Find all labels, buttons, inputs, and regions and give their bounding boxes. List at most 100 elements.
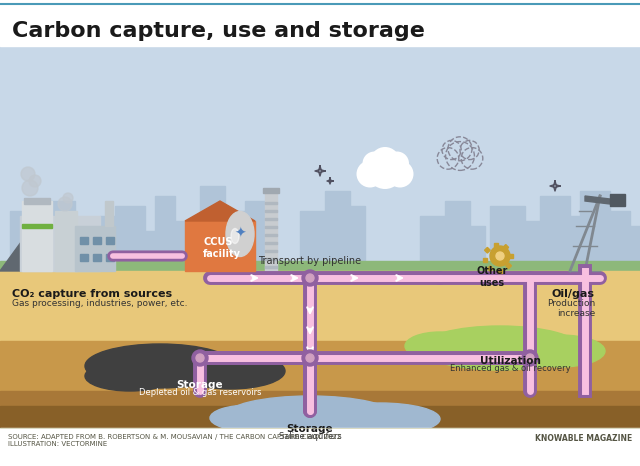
Bar [245, 201, 265, 271]
Bar [20, 216, 100, 271]
Bar [106, 237, 114, 244]
Bar [55, 211, 77, 271]
Text: Production
increase: Production increase [547, 299, 595, 318]
Bar [300, 211, 330, 271]
Text: Carbon capture, use and storage: Carbon capture, use and storage [12, 21, 425, 41]
Ellipse shape [405, 332, 475, 360]
Circle shape [21, 167, 35, 181]
Bar [610, 194, 625, 206]
Bar [0, 271, 640, 346]
Bar [265, 210, 277, 212]
Text: KNOWABLE MAGAZINE: KNOWABLE MAGAZINE [535, 434, 632, 443]
Circle shape [362, 151, 387, 176]
Bar [325, 191, 350, 271]
Circle shape [490, 246, 510, 266]
Bar [265, 202, 277, 204]
Bar [498, 269, 502, 273]
Text: SOURCE: ADAPTED FROM B. ROBERTSON & M. MOUSAVIAN / THE CARBON CAPTURE CRUX 2022
: SOURCE: ADAPTED FROM B. ROBERTSON & M. M… [8, 434, 341, 447]
Polygon shape [185, 201, 255, 221]
Text: Gas processing, industries, power, etc.: Gas processing, industries, power, etc. [12, 299, 188, 308]
Bar [22, 201, 52, 271]
Bar [24, 198, 50, 204]
Bar [75, 226, 115, 271]
Bar [565, 216, 585, 271]
Circle shape [302, 270, 318, 286]
Bar [0, 41, 640, 271]
Bar [0, 341, 640, 396]
Bar [265, 250, 277, 252]
Bar [115, 206, 145, 271]
Bar [0, 428, 640, 466]
Bar [0, 261, 640, 281]
Circle shape [306, 354, 314, 362]
Bar [50, 201, 75, 271]
Circle shape [356, 160, 383, 187]
Circle shape [522, 350, 538, 366]
Ellipse shape [175, 353, 285, 389]
Circle shape [370, 147, 400, 177]
Circle shape [63, 193, 73, 203]
Bar [265, 258, 277, 260]
Circle shape [22, 180, 38, 196]
Text: Saline aquifers: Saline aquifers [278, 432, 341, 441]
Ellipse shape [515, 335, 605, 367]
Circle shape [367, 153, 403, 189]
Bar [265, 242, 277, 244]
Text: Utilization: Utilization [479, 356, 540, 366]
Bar [220, 211, 255, 271]
Bar [265, 226, 277, 228]
Bar [175, 221, 205, 271]
Bar [93, 254, 101, 261]
Text: CO₂ capture from sources: CO₂ capture from sources [12, 289, 172, 299]
Bar [503, 245, 509, 250]
Bar [0, 406, 640, 431]
Bar [80, 237, 88, 244]
Bar [420, 216, 450, 271]
Text: ✦: ✦ [234, 227, 246, 241]
Ellipse shape [420, 326, 580, 370]
Text: Depleted oil & gas reservoirs: Depleted oil & gas reservoirs [139, 388, 261, 397]
Bar [490, 206, 525, 271]
Bar [345, 206, 365, 271]
Text: Oil/gas: Oil/gas [552, 289, 595, 299]
Text: Storage: Storage [177, 380, 223, 390]
Bar [494, 243, 498, 247]
Bar [70, 226, 105, 271]
Ellipse shape [225, 396, 395, 436]
Circle shape [385, 151, 409, 176]
Circle shape [302, 350, 318, 366]
Text: CCUS
facility: CCUS facility [203, 237, 241, 259]
Bar [10, 211, 40, 271]
Text: Storage: Storage [287, 424, 333, 434]
Circle shape [196, 354, 204, 362]
Text: Enhanced gas & oil recovery: Enhanced gas & oil recovery [450, 364, 570, 373]
Bar [265, 218, 277, 220]
Bar [35, 221, 55, 271]
Bar [580, 191, 610, 271]
Bar [445, 201, 470, 271]
Bar [520, 221, 545, 271]
Ellipse shape [85, 344, 235, 388]
Bar [200, 186, 225, 271]
Bar [185, 221, 255, 271]
Bar [625, 226, 640, 271]
Bar [22, 224, 52, 228]
Bar [484, 247, 490, 253]
Polygon shape [0, 216, 80, 271]
Bar [509, 254, 513, 258]
Bar [80, 254, 88, 261]
Bar [263, 188, 279, 193]
Bar [106, 254, 114, 261]
Ellipse shape [210, 405, 290, 431]
Polygon shape [585, 196, 610, 204]
Bar [483, 258, 487, 262]
Text: Transport by pipeline: Transport by pipeline [259, 256, 362, 266]
Circle shape [58, 197, 72, 211]
Circle shape [306, 274, 314, 282]
Bar [0, 391, 640, 446]
Bar [265, 266, 277, 268]
Circle shape [496, 252, 504, 260]
Bar [155, 196, 175, 271]
Bar [0, 0, 640, 46]
Circle shape [29, 175, 41, 187]
